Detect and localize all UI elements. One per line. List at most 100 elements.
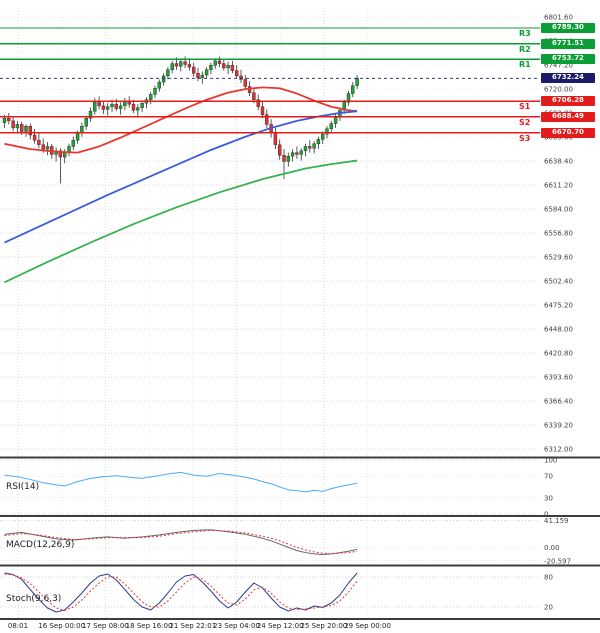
y-axis-label: 6801.60: [544, 14, 573, 22]
candle-body: [170, 63, 174, 70]
candle-body: [37, 140, 41, 145]
candle-body: [351, 85, 355, 94]
candle-body: [157, 81, 162, 89]
candle-body: [321, 133, 325, 140]
panel-tick-label: 80: [544, 574, 553, 582]
candle-body: [265, 114, 269, 125]
x-axis-label: 25 Sep 20:00: [301, 622, 348, 630]
candle-body: [93, 102, 97, 112]
candle-body: [7, 118, 11, 122]
x-axis-label: 29 Sep 00:00: [344, 622, 391, 630]
candle-body: [204, 69, 209, 76]
candle-body: [213, 60, 217, 66]
candle-body: [278, 144, 282, 156]
pivot-label-r1: R1: [519, 60, 531, 70]
candle-body: [63, 152, 67, 158]
candle-body: [308, 146, 312, 149]
y-axis-label: 6584.00: [544, 206, 573, 214]
panel-tick-label: 70: [544, 473, 553, 481]
candle-body: [200, 74, 205, 78]
candle-body: [234, 70, 239, 77]
candle-body: [243, 79, 248, 87]
candle-body: [58, 150, 63, 158]
macd-panel-label: MACD(12,26,9): [6, 540, 75, 550]
candle-body: [166, 69, 170, 77]
candle-body: [183, 61, 187, 65]
macd-signal-line: [4, 529, 358, 555]
candle-body: [226, 65, 230, 69]
candle-body: [187, 64, 192, 68]
candle-body: [32, 134, 37, 141]
candle-body: [252, 92, 256, 100]
y-axis-label: 6448.00: [544, 326, 573, 334]
candle-body: [290, 152, 295, 157]
y-axis-label: 6366.40: [544, 397, 573, 405]
macd-line: [4, 529, 358, 556]
candle-body: [153, 88, 157, 95]
price-badge-r1: 6753.72: [541, 54, 595, 65]
rsi-line: [4, 471, 358, 493]
candle-body: [88, 110, 93, 119]
candle-body: [105, 106, 110, 110]
price-badge-r2: 6771.51: [541, 38, 595, 49]
candle-body: [161, 75, 166, 83]
candle-body: [118, 105, 123, 109]
candle-body: [45, 146, 50, 150]
candle-body: [282, 155, 286, 162]
y-axis-label: 6475.20: [544, 302, 573, 310]
pivot-label-s3: S3: [519, 133, 531, 143]
x-axis-label: 17 Sep 08:00: [82, 622, 129, 630]
y-axis-label: 6393.60: [544, 373, 573, 381]
panel-tick-label: -20.597: [544, 557, 571, 565]
candle-body: [217, 60, 222, 64]
y-axis-label: 6638.40: [544, 158, 573, 166]
x-axis-label: 08:01: [8, 622, 28, 630]
y-axis-label: 6556.80: [544, 230, 573, 238]
candle-body: [140, 103, 144, 108]
candle-body: [325, 128, 329, 135]
ma-mid-line: [4, 110, 358, 244]
stoch-panel-label: Stoch(9,6,3): [6, 594, 62, 604]
candle-body: [191, 66, 196, 74]
candle-body: [329, 123, 333, 130]
price-badge-current: 6732.24: [541, 73, 595, 84]
y-axis-label: 6502.40: [544, 278, 573, 286]
y-axis-label: 6529.60: [544, 254, 573, 262]
candle-body: [84, 118, 88, 127]
candle-body: [239, 75, 243, 80]
pivot-label-r2: R2: [519, 44, 531, 54]
candle-body: [174, 63, 179, 67]
candle-body: [260, 106, 265, 115]
candle-body: [2, 118, 7, 123]
candle-body: [295, 152, 299, 155]
panel-tick-label: 100: [544, 457, 557, 465]
price-badge-s1: 6706.28: [541, 96, 595, 107]
candle-body: [20, 124, 24, 132]
pivot-label-r3: R3: [519, 29, 531, 39]
panel-tick-label: 41.159: [544, 517, 569, 525]
candle-body: [303, 146, 308, 152]
candle-body: [75, 133, 80, 141]
candle-body: [222, 63, 226, 69]
panel-tick-label: 0.00: [544, 544, 560, 552]
candle-body: [273, 133, 278, 145]
candle-body: [110, 103, 114, 107]
y-axis-label: 6339.20: [544, 421, 573, 429]
x-axis-label: 23 Sep 04:00: [213, 622, 260, 630]
candle-body: [97, 102, 101, 107]
candle-body: [179, 61, 183, 67]
candle-body: [209, 65, 213, 70]
panel-tick-label: 0: [544, 511, 548, 519]
rsi-panel-label: RSI(14): [6, 482, 40, 492]
candle-body: [196, 73, 200, 78]
candle-body: [286, 155, 290, 162]
price-badge-r3: 6789.30: [541, 23, 595, 34]
candle-body: [123, 101, 127, 107]
candle-body: [312, 143, 316, 149]
candle-body: [148, 94, 153, 100]
candle-body: [24, 125, 28, 132]
candle-body: [131, 103, 136, 111]
price-badge-s2: 6688.49: [541, 111, 595, 122]
